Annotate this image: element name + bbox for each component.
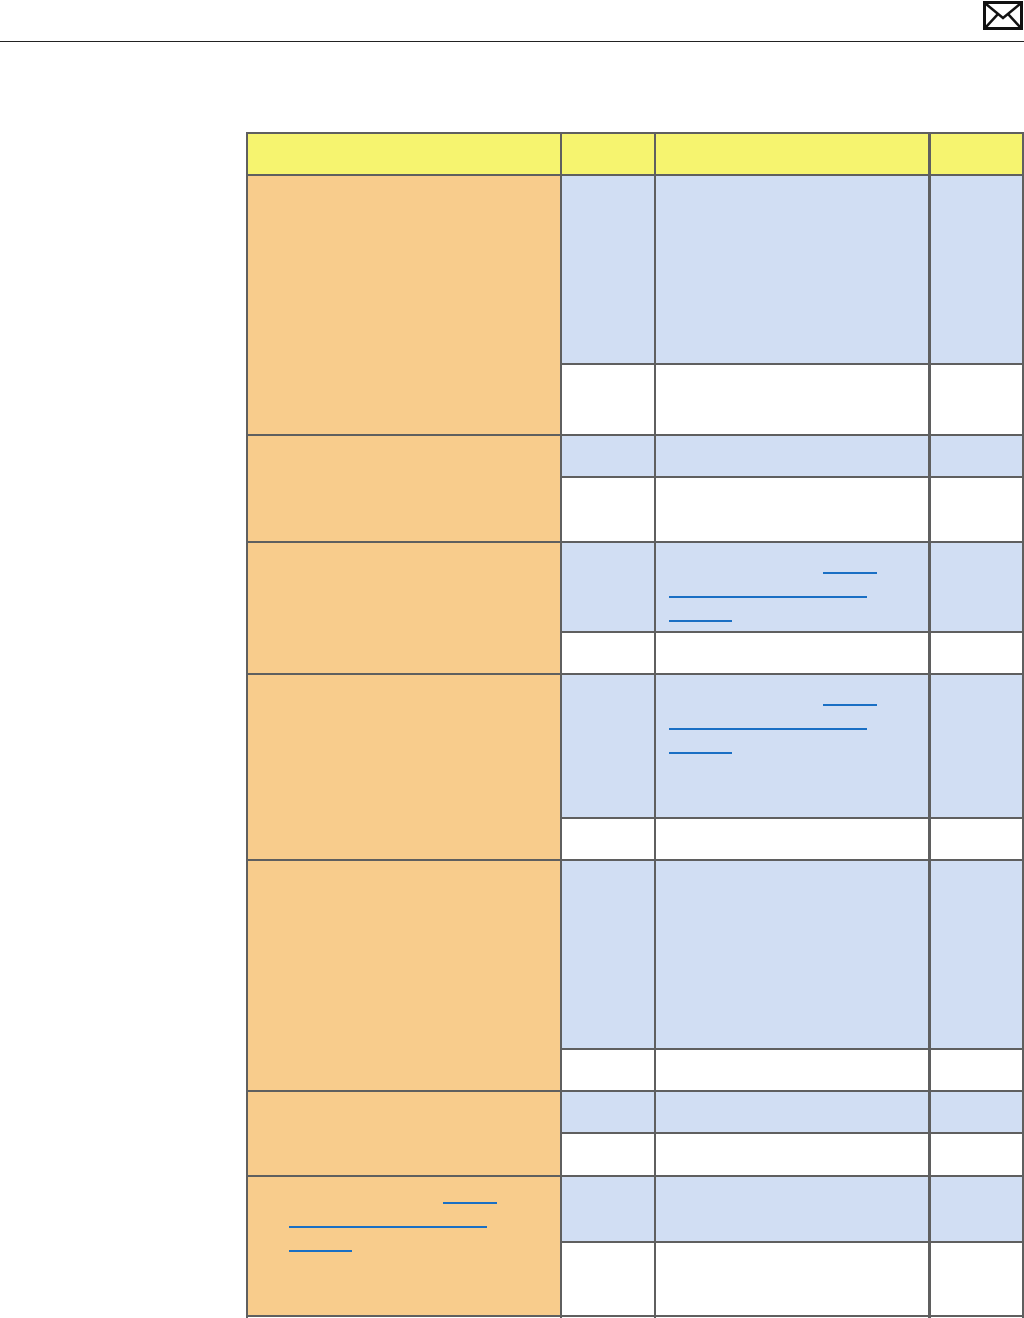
header-cell <box>655 133 929 175</box>
row-highlight <box>561 674 1023 818</box>
header-cell <box>561 133 655 175</box>
group-border <box>246 1090 1024 1092</box>
link-underline[interactable] <box>823 572 877 574</box>
row-highlight <box>561 860 1023 1049</box>
header-cell <box>247 133 561 175</box>
link-underline[interactable] <box>289 1250 352 1252</box>
group-cell <box>247 1091 561 1176</box>
column-border <box>928 132 931 1318</box>
link-underline[interactable] <box>669 728 867 730</box>
group-border <box>246 673 1024 675</box>
row-border <box>561 1048 1024 1050</box>
group-border <box>246 541 1024 543</box>
link-underline[interactable] <box>443 1202 497 1204</box>
group-cell <box>247 175 561 435</box>
row-border <box>561 631 1024 633</box>
mail-icon[interactable] <box>983 1 1023 30</box>
table-border <box>246 132 1024 134</box>
header-cell <box>929 133 1023 175</box>
row-plain <box>561 1133 1023 1176</box>
row-plain <box>561 1049 1023 1091</box>
row-highlight <box>561 175 1023 364</box>
table-border <box>1022 132 1024 1318</box>
group-border <box>246 434 1024 436</box>
row-highlight <box>561 542 1023 632</box>
row-border <box>561 1132 1024 1134</box>
column-border <box>560 132 562 1318</box>
row-border <box>561 476 1024 478</box>
column-border <box>246 132 248 1318</box>
group-border <box>246 1315 1024 1317</box>
row-border <box>561 1241 1024 1243</box>
row-border <box>561 363 1024 365</box>
link-underline[interactable] <box>669 752 732 754</box>
group-cell <box>247 674 561 860</box>
group-border <box>246 859 1024 861</box>
group-cell <box>247 435 561 542</box>
row-highlight <box>561 1176 1023 1242</box>
row-plain <box>561 1242 1023 1316</box>
row-plain <box>561 364 1023 435</box>
link-underline[interactable] <box>823 704 877 706</box>
row-highlight <box>561 1091 1023 1133</box>
link-underline[interactable] <box>669 596 867 598</box>
link-underline[interactable] <box>289 1226 487 1228</box>
table-border <box>246 174 1024 176</box>
group-cell <box>247 860 561 1091</box>
row-border <box>561 817 1024 819</box>
row-plain <box>561 632 1023 674</box>
group-cell <box>247 1176 561 1316</box>
row-highlight <box>561 435 1023 477</box>
column-border <box>654 132 656 1318</box>
row-plain <box>561 818 1023 860</box>
group-border <box>246 1175 1024 1177</box>
group-cell <box>247 542 561 674</box>
link-underline[interactable] <box>669 620 732 622</box>
header-rule <box>0 41 1024 42</box>
row-plain <box>561 477 1023 542</box>
